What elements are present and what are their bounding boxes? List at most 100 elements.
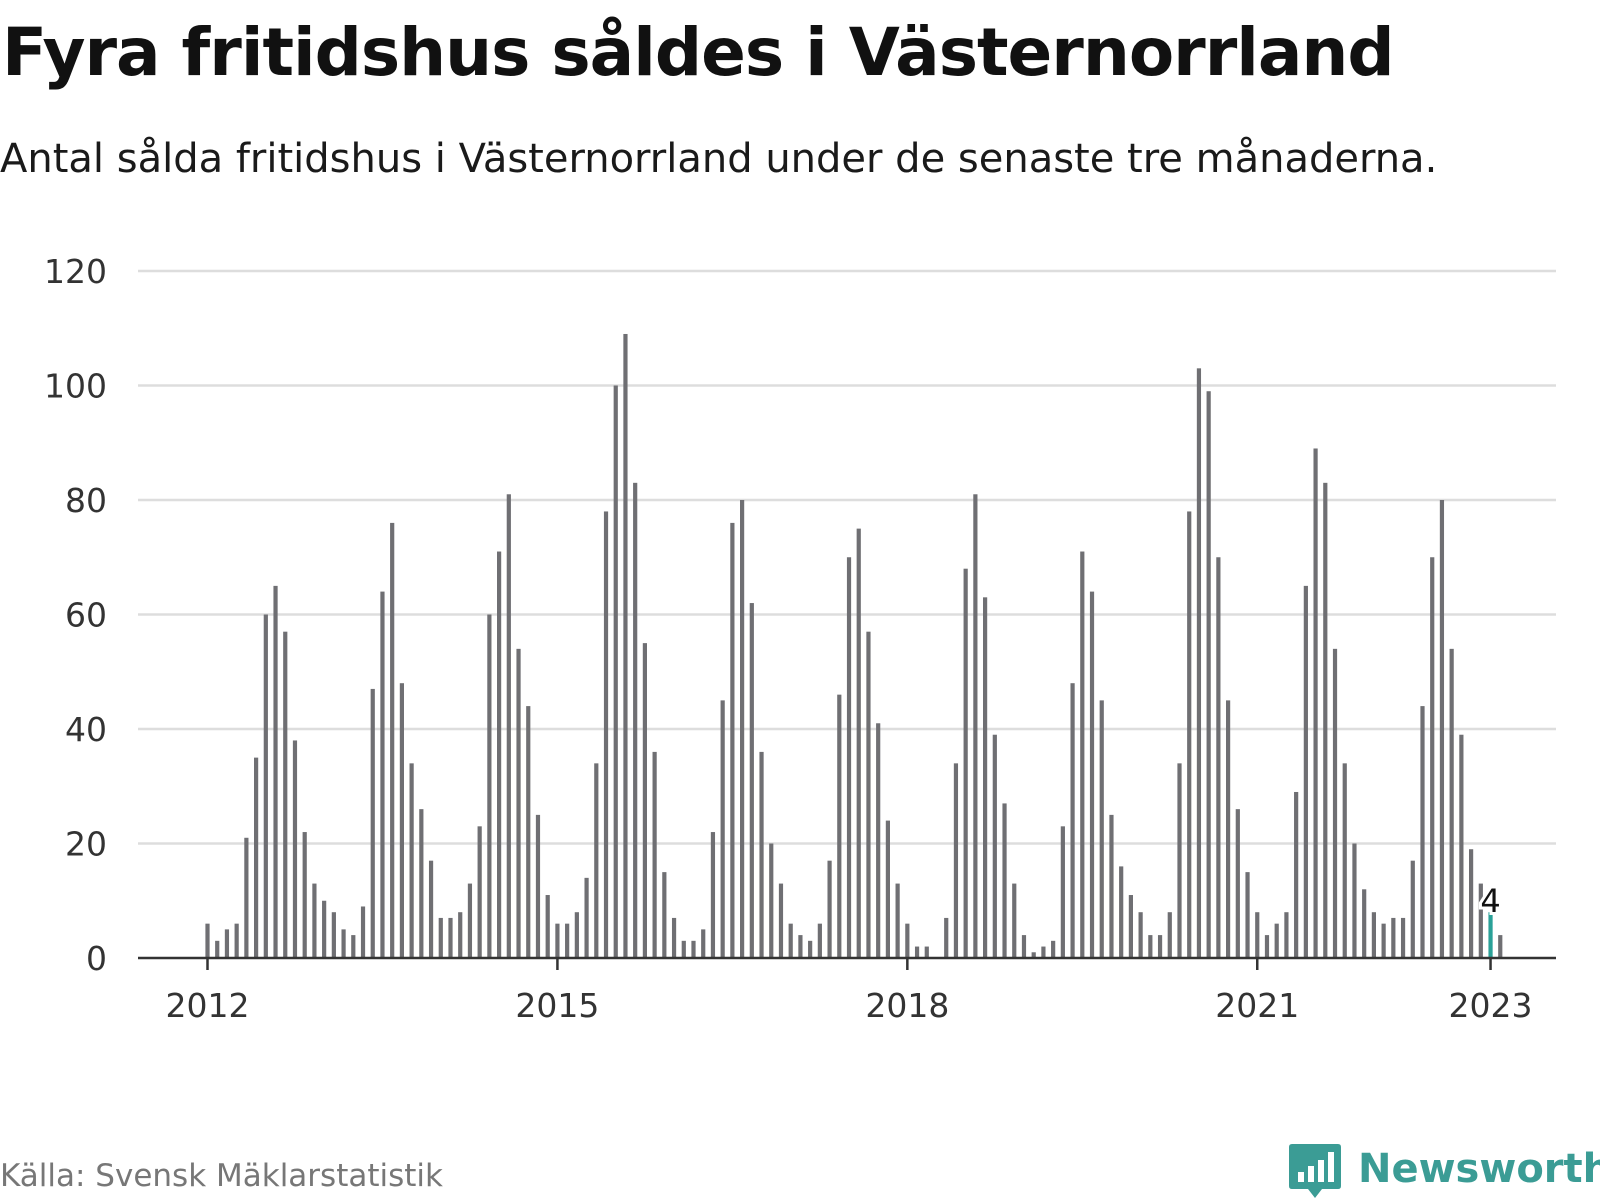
bar (1206, 391, 1211, 959)
bar (273, 585, 278, 958)
bar (740, 500, 745, 958)
bar (1012, 883, 1017, 958)
bar (224, 929, 230, 958)
bar (992, 734, 997, 958)
bar (331, 912, 336, 958)
bar (1410, 860, 1415, 958)
bar (1478, 883, 1483, 958)
bar (1167, 912, 1172, 958)
y-tick-label: 20 (65, 825, 107, 864)
bar (1216, 557, 1221, 958)
bar (526, 706, 531, 958)
bar (1148, 935, 1153, 958)
bar (983, 597, 988, 958)
bar (1323, 482, 1328, 958)
bar (817, 923, 822, 958)
bar (671, 917, 677, 958)
bar (1051, 940, 1056, 958)
y-tick-label: 120 (44, 252, 107, 291)
bar (1332, 648, 1338, 958)
bar (1109, 814, 1114, 958)
bar (1430, 557, 1435, 958)
x-tick-label: 2012 (166, 986, 250, 1025)
bar (302, 832, 307, 958)
bar (1041, 946, 1046, 958)
bar (788, 923, 793, 958)
bar (448, 917, 453, 958)
bar (263, 614, 268, 958)
bar-highlight (1488, 912, 1493, 958)
bar (1284, 912, 1289, 958)
bar (1070, 683, 1075, 958)
bar (827, 860, 832, 958)
bar (322, 900, 327, 958)
bar (1371, 912, 1376, 958)
y-tick-label: 60 (65, 596, 107, 635)
bar (1303, 585, 1308, 958)
bar (1031, 952, 1036, 958)
bar (584, 877, 589, 958)
bar (380, 591, 385, 958)
bar (1391, 917, 1396, 958)
bar (798, 935, 803, 958)
bar (535, 814, 541, 958)
bar (419, 809, 424, 958)
chart-subtitle: Antal sålda fritidshus i Västernorrland … (0, 136, 1438, 182)
bar (428, 860, 434, 958)
bar-chart-speech-bubble-icon (1289, 1144, 1341, 1198)
bar (710, 832, 716, 958)
bar (642, 643, 647, 958)
x-tick-label: 2023 (1449, 986, 1533, 1025)
bar (292, 740, 298, 958)
x-tick-label: 2015 (515, 986, 599, 1025)
bar (1264, 935, 1270, 958)
bar (846, 557, 852, 958)
bar (574, 912, 579, 958)
bar (720, 700, 725, 958)
bar (506, 494, 511, 958)
bar (1080, 551, 1085, 958)
bar (691, 940, 696, 958)
bar (409, 763, 414, 958)
x-tick-label: 2021 (1215, 986, 1299, 1025)
bar (769, 843, 774, 958)
bar (205, 923, 210, 958)
brand-name: Newsworthy (1358, 1146, 1600, 1192)
bar (1362, 889, 1367, 958)
bar (1245, 872, 1250, 958)
data-label-latest: 4 (1480, 882, 1500, 920)
bar (1342, 763, 1347, 958)
bar (963, 568, 968, 958)
bar (1439, 500, 1445, 958)
bar (895, 883, 900, 958)
bar (458, 912, 463, 958)
bar (808, 940, 813, 958)
bar (1294, 791, 1299, 958)
bar (1089, 591, 1095, 958)
bar (565, 923, 570, 958)
bar (1187, 511, 1192, 958)
bar (341, 929, 346, 958)
bar (1420, 706, 1425, 958)
brand-logo: Newsworthy (1288, 1142, 1600, 1200)
bar (652, 751, 657, 958)
bar (1313, 448, 1318, 958)
bar (1381, 923, 1386, 958)
y-tick-label: 100 (44, 367, 107, 406)
bar (360, 906, 366, 958)
bar (1255, 912, 1260, 958)
bar (1449, 648, 1454, 958)
bar (497, 551, 502, 958)
bar (681, 940, 686, 958)
bar (254, 757, 259, 958)
bar (953, 763, 959, 958)
bar (1400, 917, 1406, 958)
bar (1157, 935, 1163, 958)
bar (623, 333, 628, 959)
bar (283, 631, 288, 958)
bar (1352, 843, 1357, 958)
bar (866, 631, 871, 958)
bar (778, 883, 784, 958)
bar (837, 694, 842, 958)
